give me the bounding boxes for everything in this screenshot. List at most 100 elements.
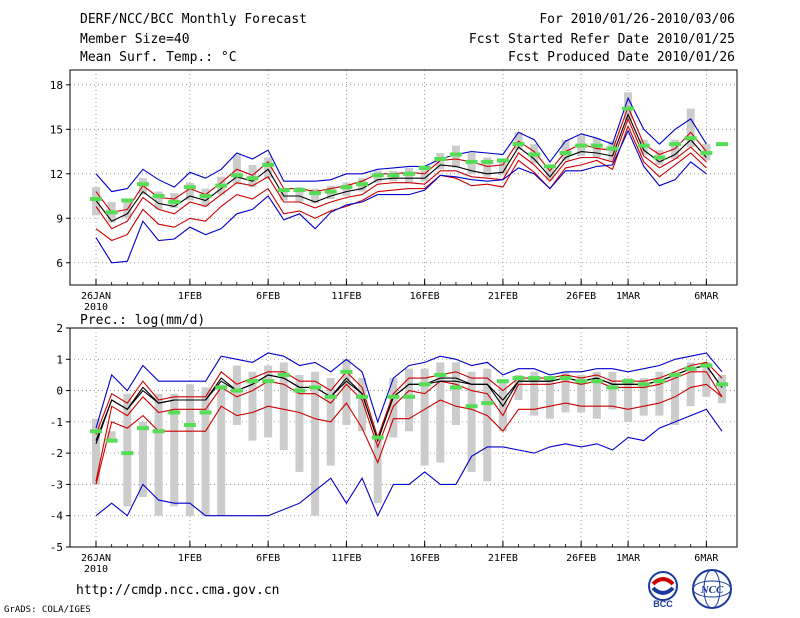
observation-marker — [90, 429, 102, 434]
series-line-alt_mean — [95, 364, 723, 443]
variable-label: Mean Surf. Temp.: °C — [80, 50, 237, 65]
observation-marker — [403, 171, 415, 176]
observation-marker — [105, 210, 118, 215]
x-tick-label: 1FEB — [178, 291, 202, 302]
observation-marker — [496, 379, 509, 384]
observation-marker — [434, 156, 447, 161]
observation-marker — [105, 438, 118, 443]
observation-marker — [496, 158, 509, 163]
spread-box — [311, 371, 320, 516]
observation-marker — [324, 189, 337, 194]
observation-marker — [528, 152, 541, 157]
observation-marker — [637, 382, 650, 387]
observation-marker — [716, 142, 728, 147]
series-line-mean — [95, 113, 707, 222]
spread-box — [608, 371, 617, 410]
observation-marker — [481, 159, 494, 164]
spread-box — [107, 431, 116, 441]
x-tick-label: 26FEB — [566, 553, 596, 564]
observation-marker — [121, 451, 134, 456]
observation-marker — [418, 165, 431, 170]
observation-marker — [622, 106, 635, 111]
series-line-lower — [95, 117, 707, 230]
observation-marker — [481, 401, 494, 406]
observation-marker — [700, 363, 713, 368]
observation-marker — [512, 376, 525, 381]
x-tick-label: 26JAN — [81, 291, 111, 302]
x-tick-label: 1MAR — [616, 553, 641, 564]
forecast-period: For 2010/01/26-2010/03/06 — [539, 12, 735, 27]
spread-box — [561, 139, 570, 161]
observation-marker — [684, 366, 697, 371]
spread-box — [702, 362, 711, 397]
spread-box — [577, 374, 586, 413]
plot-frame — [69, 69, 738, 286]
observation-marker — [309, 191, 322, 196]
spread-box — [592, 138, 601, 158]
spread-box — [279, 188, 288, 201]
observation-marker — [606, 146, 619, 151]
forecast-start-date: Fcst Started Refer Date 2010/01/25 — [468, 32, 735, 47]
spread-box — [311, 188, 320, 204]
ncc-logo: NCC — [692, 569, 732, 609]
observation-marker — [700, 151, 713, 156]
x-tick-label: 6FEB — [256, 291, 280, 302]
spread-box — [671, 139, 680, 159]
panel-title: Prec.: log(mm/d) — [80, 313, 205, 328]
spread-box — [373, 434, 382, 504]
y-tick-label: 0 — [56, 385, 63, 398]
observation-marker — [262, 162, 275, 167]
observation-marker — [152, 429, 165, 434]
observation-marker — [340, 185, 353, 190]
observation-marker — [575, 143, 588, 148]
observation-marker — [371, 173, 384, 178]
spread-box — [185, 182, 194, 201]
observation-marker — [465, 404, 478, 409]
y-tick-label: -3 — [50, 478, 63, 491]
observation-marker — [637, 143, 650, 148]
chart-title: DERF/NCC/BCC Monthly Forecast — [80, 12, 307, 27]
x-year-label: 2010 — [84, 564, 108, 575]
source-url[interactable]: http://cmdp.ncc.cma.gov.cn — [76, 583, 280, 598]
spread-box — [154, 393, 163, 516]
spread-box — [248, 371, 257, 441]
observation-marker — [512, 142, 525, 147]
spread-box — [295, 374, 304, 472]
spread-box — [358, 378, 367, 432]
spread-box — [420, 169, 429, 182]
observation-marker — [246, 176, 259, 181]
observation-marker — [183, 422, 196, 427]
observation-marker — [136, 426, 149, 431]
spread-box — [624, 378, 633, 422]
y-tick-label: 15 — [50, 123, 63, 136]
plot-frame — [69, 327, 738, 548]
spread-box — [201, 387, 210, 516]
forecast-produced-date: Fcst Produced Date 2010/01/26 — [508, 50, 735, 65]
x-tick-label: 1FEB — [178, 553, 202, 564]
spread-box — [655, 371, 664, 416]
ncc-logo-text: NCC — [700, 584, 724, 596]
observation-marker — [575, 379, 588, 384]
x-tick-label: 21FEB — [488, 291, 518, 302]
series-line-min — [95, 408, 723, 518]
spread-box — [342, 359, 351, 425]
spread-box — [545, 166, 554, 180]
spread-box — [92, 418, 100, 485]
spread-box — [483, 368, 492, 482]
spread-box — [138, 421, 147, 497]
panel-temperature: 6 9 12 15 18 26JAN 1FEB 6FEB 11FEB 16FEB 21FEB 26FE… — [50, 69, 738, 313]
observation-marker — [277, 372, 290, 377]
spread-box — [671, 371, 680, 425]
spread-box — [248, 164, 257, 188]
x-tick-label: 11FEB — [331, 291, 361, 302]
grads-credit: GrADS: COLA/IGES — [4, 605, 91, 615]
x-year-label: 2010 — [84, 302, 108, 313]
y-tick-label: -5 — [50, 541, 63, 554]
observation-marker — [90, 197, 102, 201]
observation-marker — [449, 385, 462, 390]
series-line-upper — [95, 361, 723, 440]
spread-box — [718, 374, 726, 404]
observation-marker — [277, 188, 290, 193]
spread-box — [592, 371, 601, 419]
observation-marker — [136, 182, 149, 187]
